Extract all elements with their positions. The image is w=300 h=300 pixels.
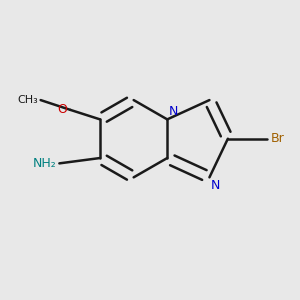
Text: N: N [169,105,178,118]
Text: O: O [58,103,68,116]
Text: Br: Br [270,132,284,145]
Text: N: N [211,179,220,192]
Text: CH₃: CH₃ [17,95,38,105]
Text: NH₂: NH₂ [33,157,56,170]
